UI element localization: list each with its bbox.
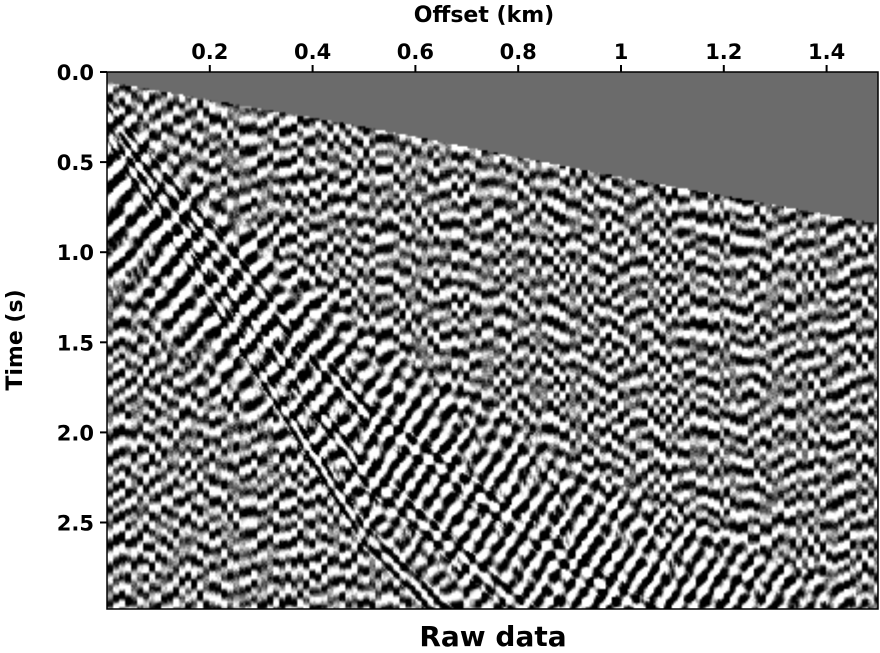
y-tick-label: 2.0	[57, 421, 94, 445]
x-tick-label: 1.2	[705, 40, 742, 64]
x-axis: 0.2 0.4 0.6 0.8 1 1.2 1.4	[191, 40, 845, 72]
x-axis-title: Offset (km)	[414, 3, 554, 28]
chart-caption: Raw data	[419, 620, 566, 653]
x-tick-label: 0.2	[191, 40, 228, 64]
y-tick-label: 0.5	[57, 151, 94, 175]
x-tick-label: 0.6	[397, 40, 434, 64]
x-tick-label: 0.4	[294, 40, 331, 64]
x-tick-label: 1	[614, 40, 629, 64]
y-tick-label: 2.5	[57, 512, 94, 536]
seismic-section-image	[107, 72, 878, 609]
plot-area	[106, 71, 879, 610]
y-tick-label: 1.5	[57, 331, 94, 355]
y-axis-title: Time (s)	[3, 289, 28, 390]
y-tick-label: 0.0	[57, 61, 94, 85]
plot-frame	[106, 71, 879, 610]
y-tick-label: 1.0	[57, 241, 94, 265]
y-axis: 0.0 0.5 1.0 1.5 2.0 2.5	[57, 61, 107, 536]
x-tick-label: 1.4	[808, 40, 845, 64]
x-tick-label: 0.8	[500, 40, 537, 64]
